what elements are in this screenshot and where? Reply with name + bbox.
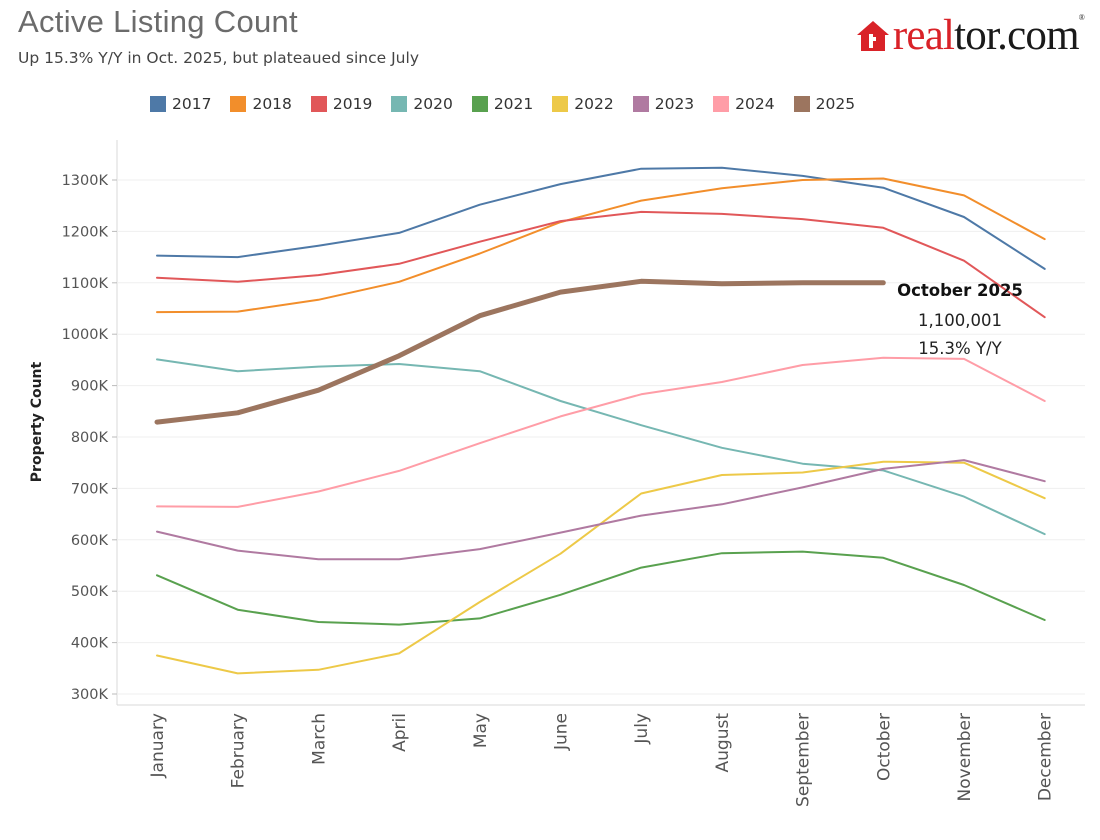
legend-item-2019[interactable]: 2019	[310, 95, 373, 113]
house-icon	[856, 20, 889, 51]
chart-legend: 2017 2018 2019 2020 2021 2022 2023 2024 2025	[150, 95, 874, 113]
y-tick-label: 1100K	[62, 276, 109, 292]
series-line-2023	[156, 459, 1046, 561]
legend-swatch	[552, 96, 569, 112]
y-tick-label: 1300K	[62, 173, 109, 189]
legend-item-2017[interactable]: 2017	[150, 95, 211, 113]
series-line-2024	[156, 356, 1046, 508]
legend-label: 2019	[332, 95, 373, 113]
legend-swatch	[391, 96, 408, 112]
y-tick-label: 800K	[71, 430, 109, 446]
y-tick-label: 400K	[71, 636, 109, 652]
legend-label: 2020	[413, 95, 453, 113]
legend-swatch	[632, 96, 649, 112]
y-axis-label: Property Count	[29, 361, 45, 482]
x-tick-label: April	[390, 713, 410, 752]
x-tick-label: November	[955, 713, 975, 801]
annotation-value: 1,100,001	[918, 311, 1002, 330]
legend-label: 2017	[172, 95, 212, 113]
series-line-2019	[156, 210, 1046, 319]
series-line-2020	[156, 358, 1046, 536]
y-tick-label: 700K	[71, 481, 109, 497]
x-tick-label: September	[794, 713, 814, 807]
legend-swatch	[471, 96, 488, 112]
x-tick-label: June	[552, 713, 572, 751]
legend-label: 2021	[493, 95, 534, 113]
annotation-title: October 2025	[897, 281, 1023, 300]
legend-label: 2023	[654, 95, 695, 113]
y-tick-label: 500K	[71, 584, 109, 600]
series-line-2021	[156, 550, 1046, 626]
x-tick-label: August	[713, 713, 733, 773]
x-tick-label: October	[874, 713, 894, 781]
realtor-logo[interactable]: realtor.com®	[856, 12, 1085, 59]
legend-item-2020[interactable]: 2020	[391, 95, 453, 113]
page-title: Active Listing Count	[18, 4, 298, 39]
x-tick-label: December	[1036, 713, 1056, 801]
legend-item-2023[interactable]: 2023	[632, 95, 695, 113]
legend-label: 2025	[815, 95, 856, 113]
x-tick-label: March	[309, 713, 329, 765]
y-tick-label: 1200K	[62, 224, 109, 240]
legend-item-2021[interactable]: 2021	[471, 95, 534, 113]
legend-item-2022[interactable]: 2022	[552, 95, 614, 113]
legend-label: 2024	[735, 95, 775, 113]
legend-label: 2018	[252, 95, 292, 113]
y-tick-label: 1000K	[62, 327, 109, 343]
legend-swatch	[713, 96, 730, 112]
page-subtitle: Up 15.3% Y/Y in Oct. 2025, but plateaued…	[18, 49, 419, 67]
x-tick-label: May	[471, 713, 491, 748]
y-tick-label: 300K	[71, 687, 109, 703]
logo-wordmark: realtor.com®	[892, 12, 1085, 59]
series-line-2018	[156, 177, 1046, 314]
legend-item-2025[interactable]: 2025	[793, 95, 856, 113]
legend-swatch	[793, 96, 810, 112]
series-line-2025	[154, 278, 886, 425]
y-tick-label: 900K	[71, 379, 109, 395]
annotation-change: 15.3% Y/Y	[918, 339, 1002, 358]
legend-item-2024[interactable]: 2024	[713, 95, 775, 113]
x-tick-label: January	[148, 713, 168, 778]
legend-swatch	[150, 96, 166, 112]
legend-swatch	[230, 96, 247, 112]
y-tick-label: 600K	[71, 533, 109, 549]
x-tick-label: February	[229, 713, 249, 788]
x-tick-label: July	[632, 713, 652, 745]
legend-label: 2022	[574, 95, 614, 113]
legend-swatch	[310, 96, 327, 112]
series-line-2017	[156, 166, 1046, 270]
legend-item-2018[interactable]: 2018	[230, 95, 292, 113]
